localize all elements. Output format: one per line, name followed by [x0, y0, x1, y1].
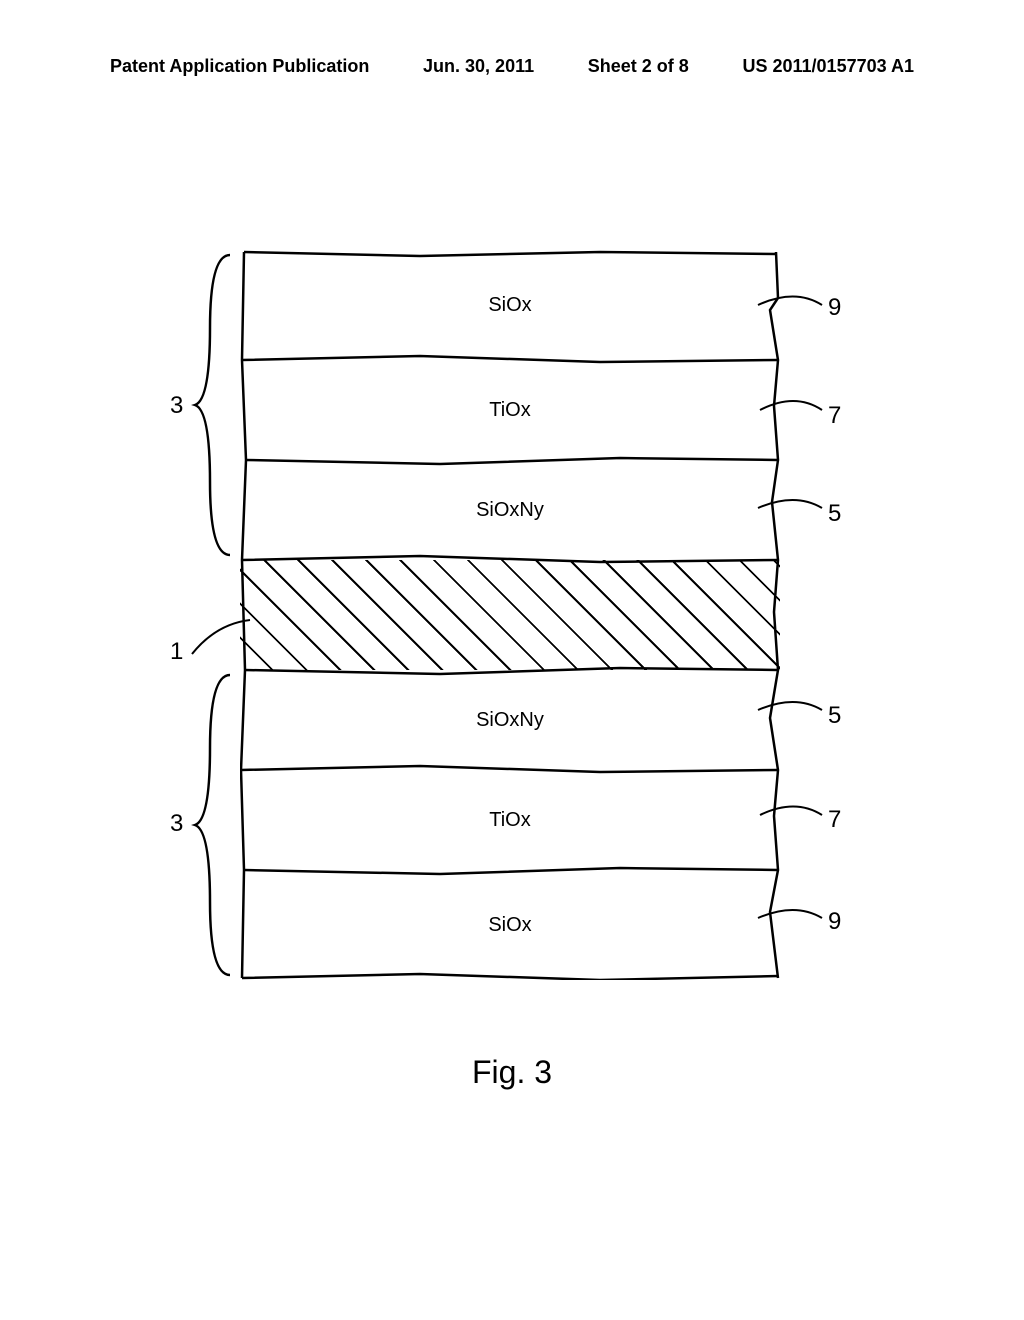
brace-top: [190, 250, 240, 560]
layer-label: SiOxNy: [476, 499, 544, 522]
publication-number: US 2011/0157703 A1: [742, 56, 913, 77]
publication-type: Patent Application Publication: [110, 56, 369, 77]
leader-7-bot: 7: [828, 806, 841, 834]
layer-tiox-bot: TiOx: [240, 770, 780, 870]
leader-5-bot: 5: [828, 702, 841, 730]
layer-label: SiOx: [488, 294, 531, 317]
leader-9-bot: 9: [828, 908, 841, 936]
layer-tiox-top: TiOx: [240, 360, 780, 460]
publication-date: Jun. 30, 2011: [423, 56, 534, 77]
layer-label: TiOx: [489, 399, 530, 422]
figure-caption: Fig. 3: [0, 1054, 1024, 1091]
layer-sioxny-top: SiOxNy: [240, 460, 780, 560]
leader-9-top: 9: [828, 294, 841, 322]
brace-bot: [190, 670, 240, 980]
sheet-number: Sheet 2 of 8: [588, 56, 689, 77]
leader-1: [186, 614, 266, 664]
layer-label: TiOx: [489, 809, 530, 832]
leader-5-top: 5: [828, 500, 841, 528]
label-1: 1: [170, 638, 183, 666]
layer-label: SiOx: [488, 914, 531, 937]
layer-siox-top: SiOx: [240, 250, 780, 360]
layer-sioxny-bot: SiOxNy: [240, 670, 780, 770]
label-3-bot: 3: [170, 810, 183, 838]
layer-label: SiOxNy: [476, 709, 544, 732]
page-header: Patent Application Publication Jun. 30, …: [0, 56, 1024, 77]
leader-7-top: 7: [828, 402, 841, 430]
layer-diagram: SiOx TiOx SiOxNy SiOxNy TiOx SiOx: [240, 250, 780, 980]
layer-substrate: [240, 560, 780, 670]
layer-siox-bot: SiOx: [240, 870, 780, 980]
label-3-top: 3: [170, 392, 183, 420]
